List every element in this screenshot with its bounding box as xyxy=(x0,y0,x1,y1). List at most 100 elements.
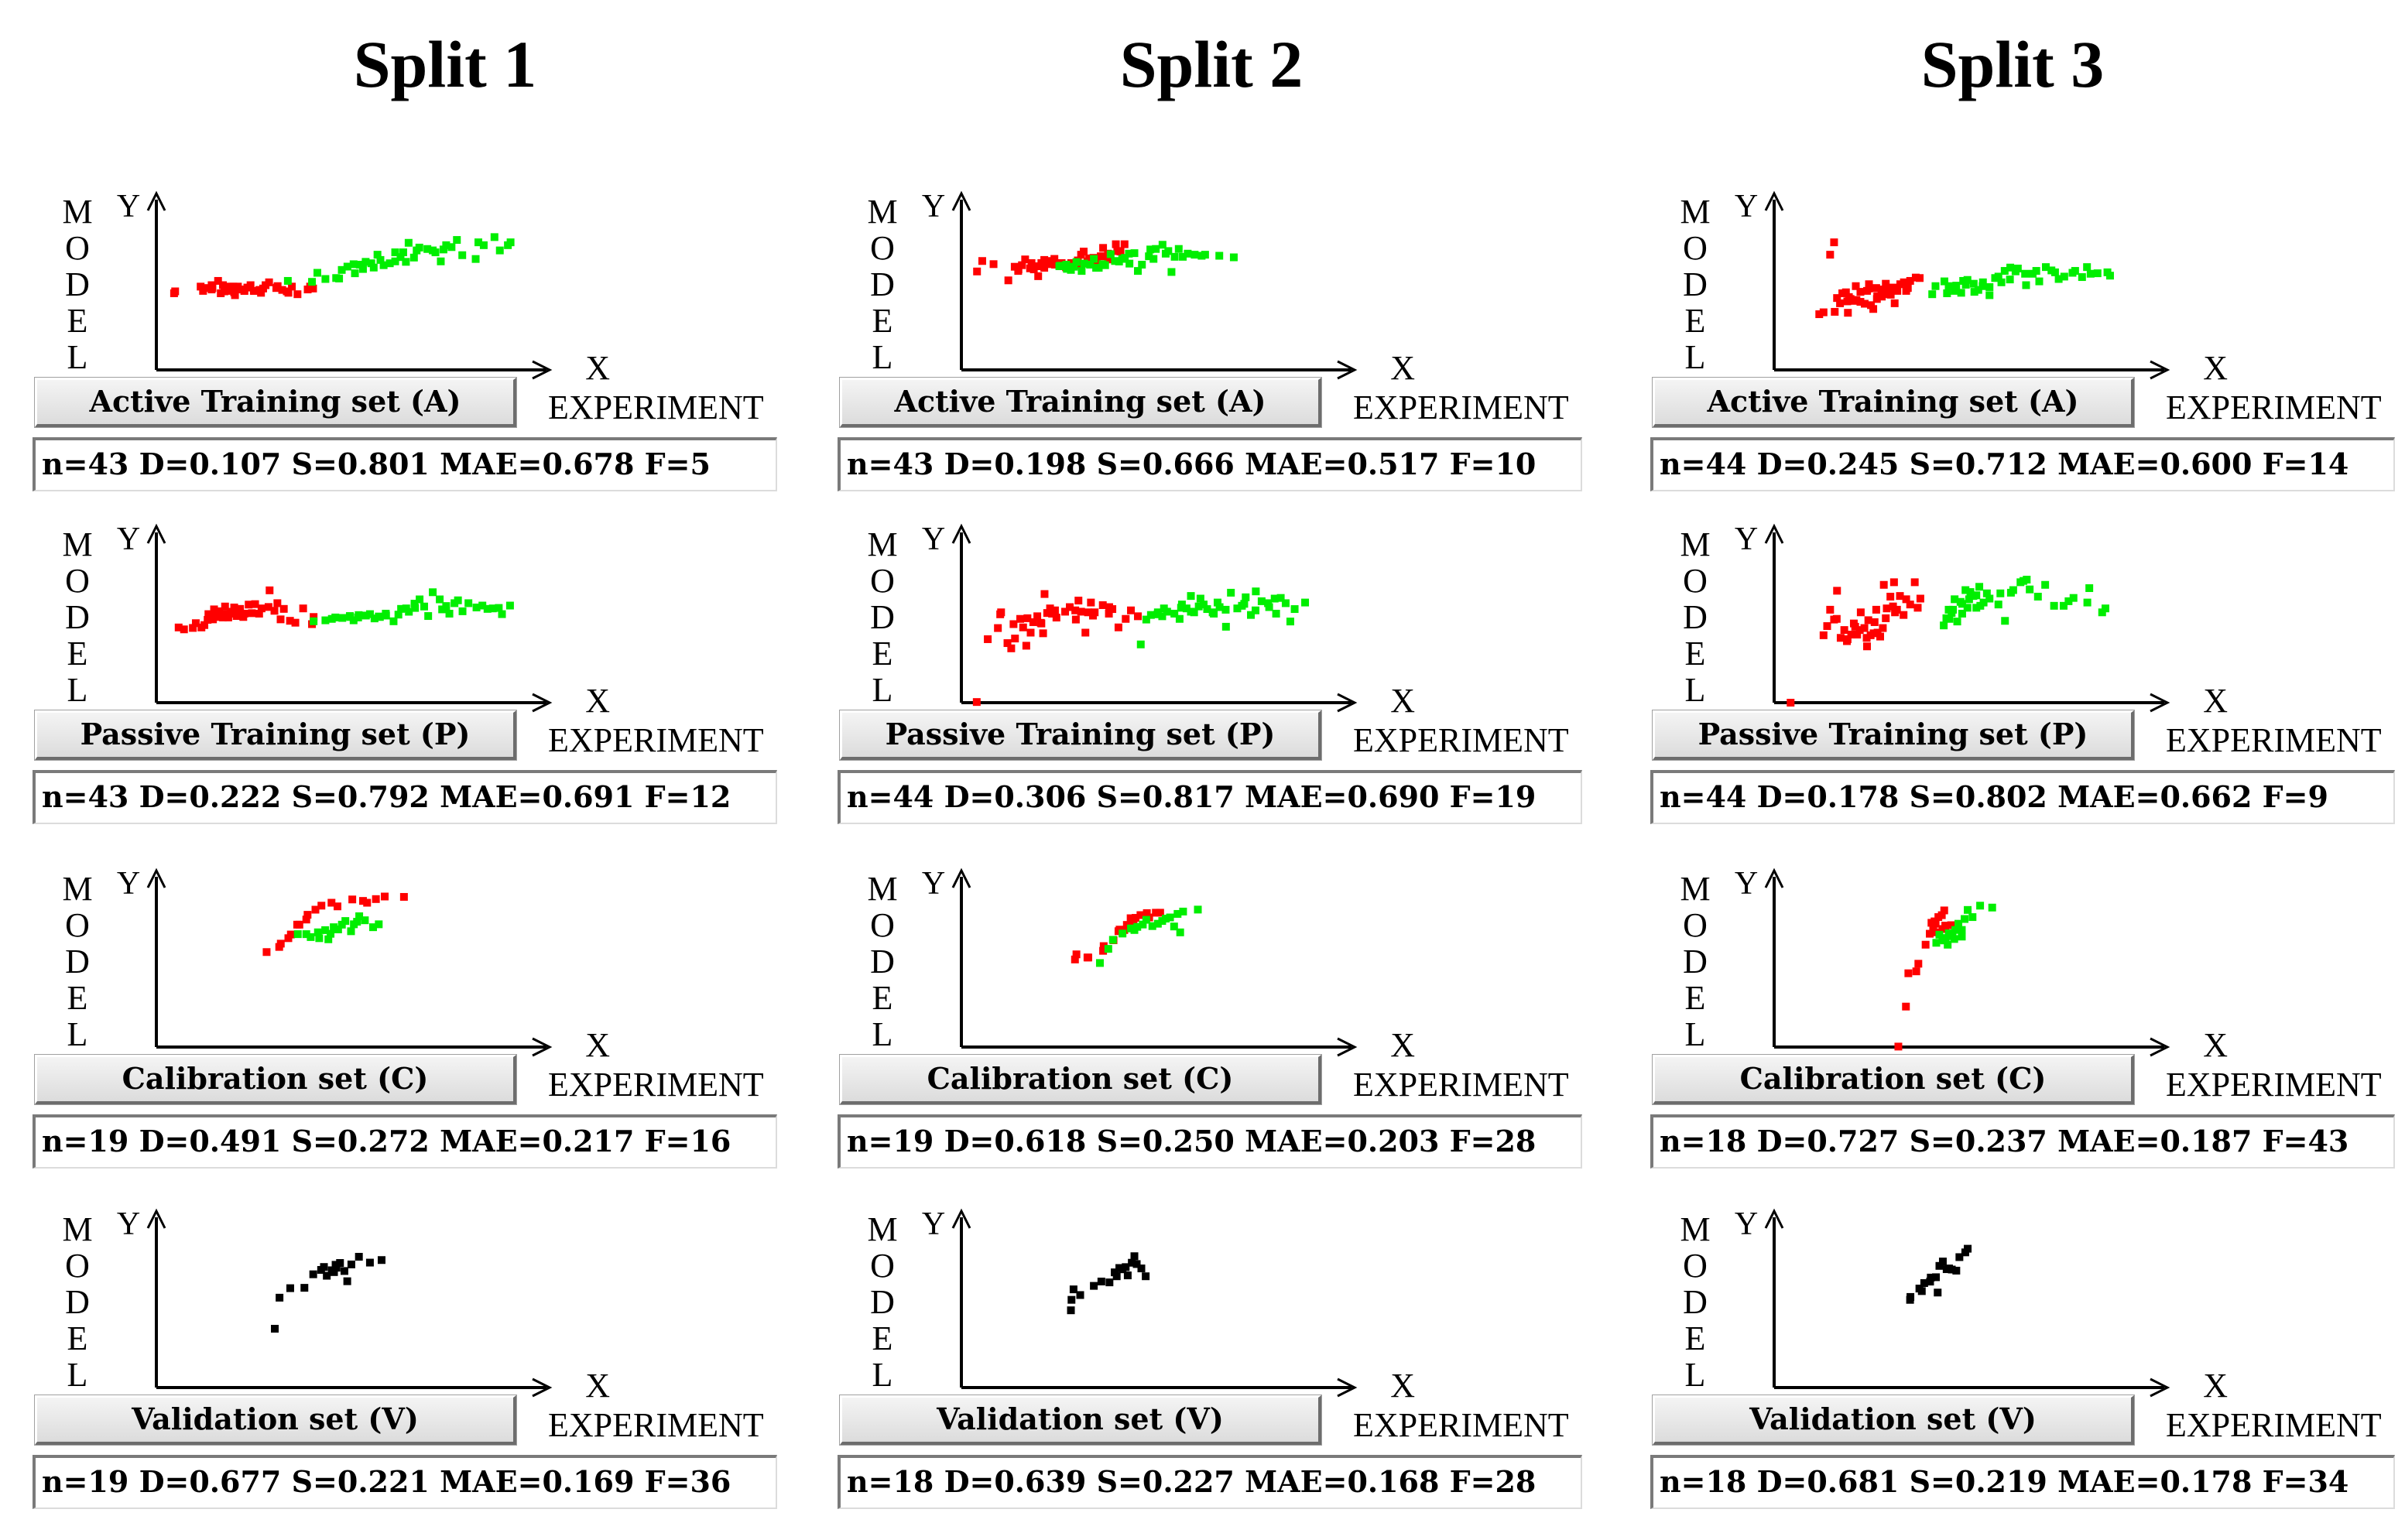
data-point xyxy=(442,241,451,249)
model-axis-letter: E xyxy=(1685,302,1706,340)
data-point xyxy=(439,245,447,254)
set-selector-button[interactable]: Active Training set (A) xyxy=(35,378,516,427)
data-point xyxy=(338,614,347,622)
data-point xyxy=(1215,252,1224,260)
data-point xyxy=(363,898,372,907)
data-point xyxy=(1872,605,1880,614)
data-point xyxy=(355,1252,363,1261)
data-point xyxy=(1852,282,1860,290)
x-axis-label: X xyxy=(2203,349,2228,387)
data-point xyxy=(1281,599,1290,607)
data-point xyxy=(1112,240,1120,248)
data-point xyxy=(1846,295,1855,303)
set-selector-button[interactable]: Passive Training set (P) xyxy=(1653,710,2134,760)
data-point xyxy=(262,948,271,957)
data-point xyxy=(2028,269,2037,278)
model-axis-letter: M xyxy=(867,525,897,563)
data-point xyxy=(270,607,279,615)
data-point xyxy=(1097,1277,1105,1285)
set-selector-button[interactable]: Active Training set (A) xyxy=(840,378,1321,427)
data-point xyxy=(1003,639,1012,648)
x-axis-arrow xyxy=(1337,360,1358,380)
data-point xyxy=(1252,587,1260,596)
data-point xyxy=(1890,299,1899,307)
data-point xyxy=(1125,249,1133,258)
data-point xyxy=(266,586,274,594)
experiment-axis-label: EXPERIMENT xyxy=(548,1406,764,1444)
data-point xyxy=(317,902,326,910)
data-point xyxy=(391,257,399,265)
data-point xyxy=(1055,262,1064,271)
data-point xyxy=(429,588,437,597)
data-point xyxy=(324,935,333,943)
x-axis-label: X xyxy=(585,682,610,720)
data-point xyxy=(1945,614,1954,623)
data-point xyxy=(1819,631,1828,639)
data-point xyxy=(1957,289,1965,297)
data-point xyxy=(334,902,341,911)
data-point xyxy=(2011,267,2020,275)
set-selector-button[interactable]: Calibration set (C) xyxy=(35,1055,516,1104)
set-selector-button[interactable]: Passive Training set (P) xyxy=(35,710,516,760)
data-point xyxy=(423,245,432,253)
data-point xyxy=(471,255,480,263)
data-point xyxy=(323,1271,331,1280)
stats-readout: n=18 D=0.727 S=0.237 MAE=0.187 F=43 xyxy=(1650,1114,2395,1169)
data-point xyxy=(402,258,410,266)
data-point xyxy=(382,611,390,620)
data-point xyxy=(1170,609,1179,618)
data-point xyxy=(1067,265,1075,274)
model-axis-letter: D xyxy=(65,943,90,980)
data-point xyxy=(474,238,482,247)
data-point xyxy=(1174,245,1183,253)
data-point xyxy=(2042,263,2050,272)
data-point xyxy=(235,609,244,618)
model-axis-letter: D xyxy=(1683,943,1708,980)
data-point xyxy=(1974,286,1982,294)
data-point xyxy=(1071,615,1080,624)
x-axis-label: X xyxy=(2203,1026,2228,1064)
data-point xyxy=(1156,909,1164,917)
data-point xyxy=(309,1270,317,1278)
set-selector-button[interactable]: Calibration set (C) xyxy=(840,1055,1321,1104)
set-selector-button[interactable]: Validation set (V) xyxy=(840,1395,1321,1445)
set-selector-button[interactable]: Active Training set (A) xyxy=(1653,378,2134,427)
data-point xyxy=(1158,241,1167,249)
x-axis-label: X xyxy=(1390,1026,1415,1064)
data-point xyxy=(1961,915,1969,923)
data-point xyxy=(1148,922,1156,930)
set-selector-button[interactable]: Passive Training set (P) xyxy=(840,710,1321,760)
y-axis-arrow xyxy=(951,868,971,888)
data-point xyxy=(1970,288,1978,296)
data-point xyxy=(257,289,266,297)
data-point xyxy=(1072,258,1081,266)
data-point xyxy=(1122,921,1131,929)
data-point xyxy=(1988,903,1996,912)
set-selector-button[interactable]: Validation set (V) xyxy=(35,1395,516,1445)
data-point xyxy=(420,602,428,611)
set-selector-button[interactable]: Validation set (V) xyxy=(1653,1395,2134,1445)
set-selector-button[interactable]: Calibration set (C) xyxy=(1653,1055,2134,1104)
data-point xyxy=(209,615,218,624)
experiment-axis-label: EXPERIMENT xyxy=(548,721,764,759)
data-point xyxy=(1022,642,1030,650)
data-point xyxy=(1270,594,1279,603)
data-point xyxy=(1099,942,1108,950)
stats-readout: n=43 D=0.198 S=0.666 MAE=0.517 F=10 xyxy=(838,437,1582,491)
data-point xyxy=(336,1259,344,1268)
model-axis-letter: M xyxy=(1680,193,1710,231)
data-point xyxy=(1164,247,1173,255)
data-point xyxy=(279,604,288,613)
split-title: Split 3 xyxy=(1920,27,2105,101)
data-point xyxy=(2033,592,2042,601)
data-point xyxy=(2105,272,2114,280)
data-point xyxy=(321,616,330,625)
data-point xyxy=(200,621,209,629)
data-point xyxy=(1932,1273,1941,1282)
data-point xyxy=(1902,595,1910,604)
data-point xyxy=(2098,608,2106,617)
data-point xyxy=(1847,631,1855,639)
data-point xyxy=(415,243,423,252)
data-point xyxy=(1099,946,1108,955)
